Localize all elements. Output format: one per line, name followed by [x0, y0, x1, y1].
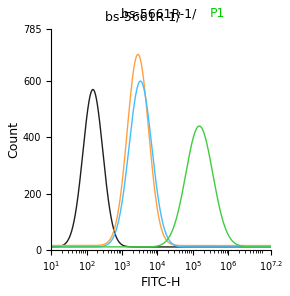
Text: bs-5661R-1/: bs-5661R-1/	[105, 10, 185, 23]
Text: P1: P1	[209, 7, 225, 20]
X-axis label: FITC-H: FITC-H	[141, 276, 181, 289]
Y-axis label: Count: Count	[7, 121, 20, 158]
Text: bs-5661R-1/: bs-5661R-1/	[121, 7, 201, 20]
